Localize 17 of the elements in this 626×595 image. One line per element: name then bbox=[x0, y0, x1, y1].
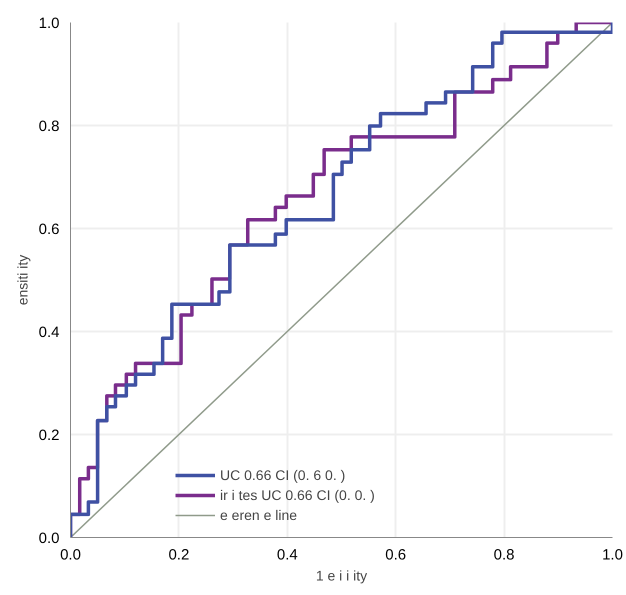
x-tick-label: 0.0 bbox=[60, 546, 81, 564]
x-tick-label: 1.0 bbox=[602, 546, 623, 564]
x-tick-label: 0.4 bbox=[276, 546, 298, 564]
y-tick-label: 0.4 bbox=[38, 324, 60, 341]
x-tick-label: 0.6 bbox=[385, 546, 406, 564]
y-tick-label: 0.6 bbox=[38, 221, 60, 238]
x-axis-title: 1 e i i ity bbox=[316, 568, 368, 584]
y-tick-label: 0.0 bbox=[38, 530, 60, 547]
y-tick-label: 0.2 bbox=[38, 427, 60, 444]
y-axis-title: ensiti ity bbox=[14, 254, 31, 306]
legend-label: ir i tes UC 0.66 CI (0. 0. ) bbox=[220, 487, 376, 503]
y-tick-label: 1.0 bbox=[38, 15, 60, 32]
legend-label: e eren e line bbox=[220, 507, 298, 523]
legend-label: UC 0.66 CI (0. 6 0. ) bbox=[220, 467, 346, 483]
y-tick-label: 0.8 bbox=[38, 118, 60, 135]
x-tick-label: 0.2 bbox=[168, 546, 190, 564]
x-tick-label: 0.8 bbox=[494, 546, 515, 564]
